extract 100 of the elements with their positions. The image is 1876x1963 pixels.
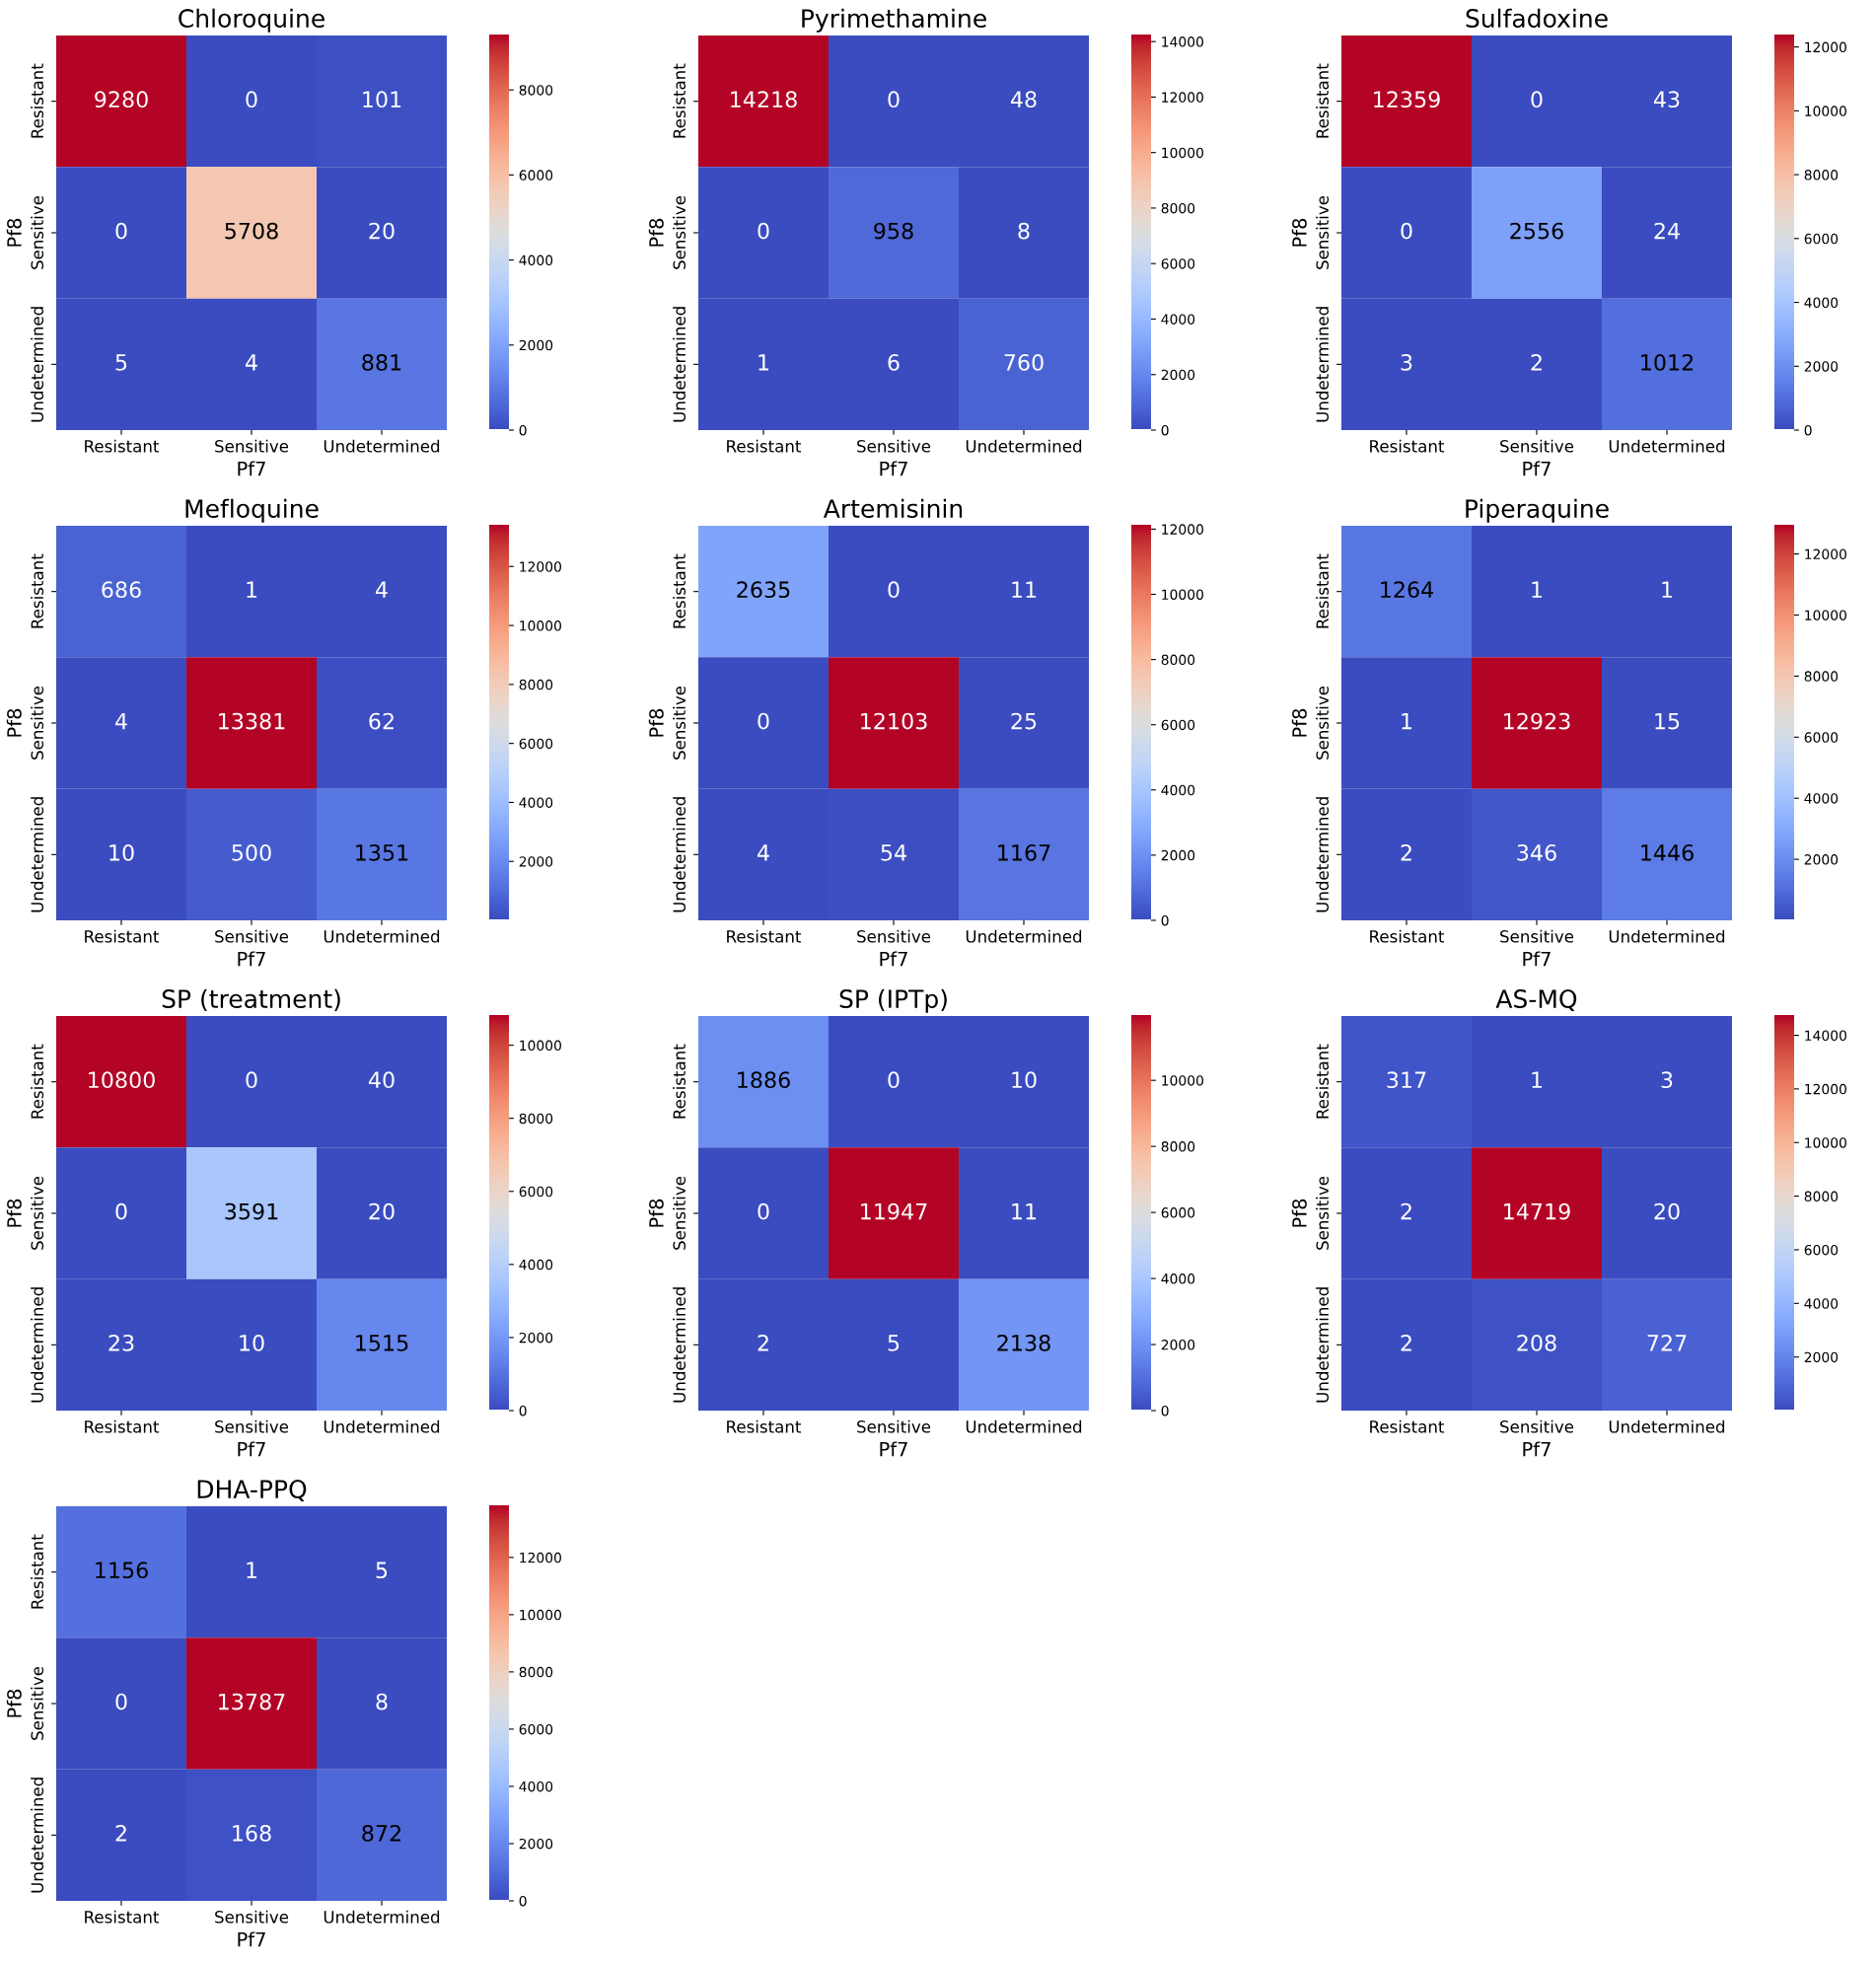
data-label: 208 [1517,1334,1556,1351]
color-bar-label: 10000 [520,620,561,631]
color-bar-label: 12000 [1162,524,1203,535]
data-label: 24 [1654,222,1680,240]
x-tick-label: Resistant [727,1419,802,1433]
color-bar-label: 8000 [1161,654,1195,666]
color-bar-label: 10000 [1162,1075,1203,1086]
y-axis-title: Pf8 [6,218,22,247]
y-axis-title: Pf8 [1291,708,1307,737]
x-tick-label: Undetermined [966,439,1082,453]
color-bar-label: 2000 [1804,361,1839,372]
data-label: 48 [1010,91,1037,109]
color-bar-label: 6000 [1161,719,1195,731]
data-label: 1886 [738,1071,790,1089]
data-label: 0 [1401,222,1412,240]
color-bar-label: 4000 [1804,297,1839,309]
x-tick-label: Undetermined [324,929,440,943]
x-tick-label: Undetermined [1609,439,1725,453]
y-tick-label: Resistant [31,1044,44,1119]
color-bar-label: 6000 [1804,732,1839,743]
data-label: 1515 [356,1335,408,1351]
color-bar-label: 8000 [1161,1141,1195,1152]
chart-title: Artemisinin [823,498,963,519]
data-label: 10800 [89,1071,155,1089]
x-tick-label: Sensitive [1500,439,1574,453]
x-tick-label: Undetermined [1609,929,1725,943]
data-label: 4 [376,581,388,598]
x-tick-label: Undetermined [324,1419,440,1433]
color-bar-label: 4000 [1804,793,1839,804]
x-axis-title: Pf7 [880,951,907,967]
color-bar-label: 12000 [520,561,561,572]
x-tick-label: Sensitive [857,439,931,453]
chart-title: DHA-PPQ [197,1480,307,1501]
y-tick-label: Sensitive [31,686,44,760]
x-axis-title: Pf7 [1523,951,1551,967]
color-bar-label: 6000 [519,1186,553,1198]
data-label: 0 [1531,91,1543,109]
color-bar-label: 6000 [1804,233,1839,245]
data-label: 11947 [861,1202,927,1220]
x-axis-title: Pf7 [1523,461,1551,476]
x-axis-title: Pf7 [880,1441,907,1457]
x-axis-title: Pf7 [238,1931,265,1947]
color-bar-label: 2000 [519,1332,553,1344]
data-label: 1012 [1641,353,1694,371]
data-label: 2138 [997,1334,1050,1351]
color-bar-label: 2000 [519,339,553,351]
data-label: 5 [376,1562,388,1579]
color-bar-label: 8000 [519,1113,553,1125]
data-label: 1 [247,581,257,598]
chart-title: Pyrimethamine [802,8,986,33]
color-bar-label: 12000 [1805,1083,1846,1095]
data-label: 0 [758,1202,769,1220]
data-label: 3 [1401,353,1412,371]
x-tick-label: Sensitive [215,929,289,943]
data-label: 4 [758,844,769,861]
color-bar-label: 8000 [1161,202,1195,214]
data-label: 1 [1662,581,1673,598]
data-label: 1 [758,354,769,371]
color-bar-label: 0 [519,1405,527,1417]
y-tick-label: Resistant [673,553,686,628]
data-label: 11 [1012,581,1037,598]
chart-title: Piperaquine [1466,498,1609,523]
data-label: 1446 [1641,843,1694,861]
data-label: 0 [246,1071,257,1089]
data-label: 20 [369,222,395,240]
x-tick-label: Undetermined [1609,1419,1725,1433]
y-tick-label: Sensitive [673,195,686,269]
color-bar-label: 2000 [519,856,553,867]
y-axis-title: Pf8 [648,708,664,737]
data-label: 2 [1531,353,1542,371]
color-bar-label: 4000 [519,1259,553,1271]
color-bar-label: 8000 [1804,170,1839,181]
data-label: 3591 [225,1202,278,1220]
data-label: 0 [758,712,769,730]
data-label: 958 [874,222,913,240]
data-label: 2 [1401,843,1411,861]
color-bar-label: 2000 [1804,854,1839,865]
color-bar-label: 10000 [520,1040,561,1052]
x-tick-label: Resistant [85,1419,160,1433]
color-bar-label: 0 [1161,914,1169,926]
color-bar-label: 4000 [1161,1273,1195,1284]
y-tick-label: Resistant [1316,1044,1330,1119]
data-label: 62 [369,712,394,730]
color-bar-label: 10000 [1162,147,1203,159]
x-axis-title: Pf7 [238,1441,265,1457]
data-label: 3 [1661,1071,1673,1089]
x-tick-label: Undetermined [324,439,440,453]
color-bar-label: 10000 [520,1609,561,1621]
color-bar-label: 10000 [1805,610,1846,620]
data-label: 0 [115,1202,127,1220]
data-label: 2 [1401,1334,1411,1351]
x-tick-label: Undetermined [966,929,1082,943]
chart-title: Chloroquine [179,8,325,33]
color-bar-label: 2000 [1161,1340,1195,1350]
color-bar-label: 12000 [520,1552,561,1563]
x-axis-title: Pf7 [1523,1441,1551,1457]
chart-title: SP (IPTp) [839,988,947,1013]
data-label: 346 [1517,843,1556,861]
y-tick-label: Sensitive [31,195,44,269]
data-label: 1351 [356,843,408,861]
